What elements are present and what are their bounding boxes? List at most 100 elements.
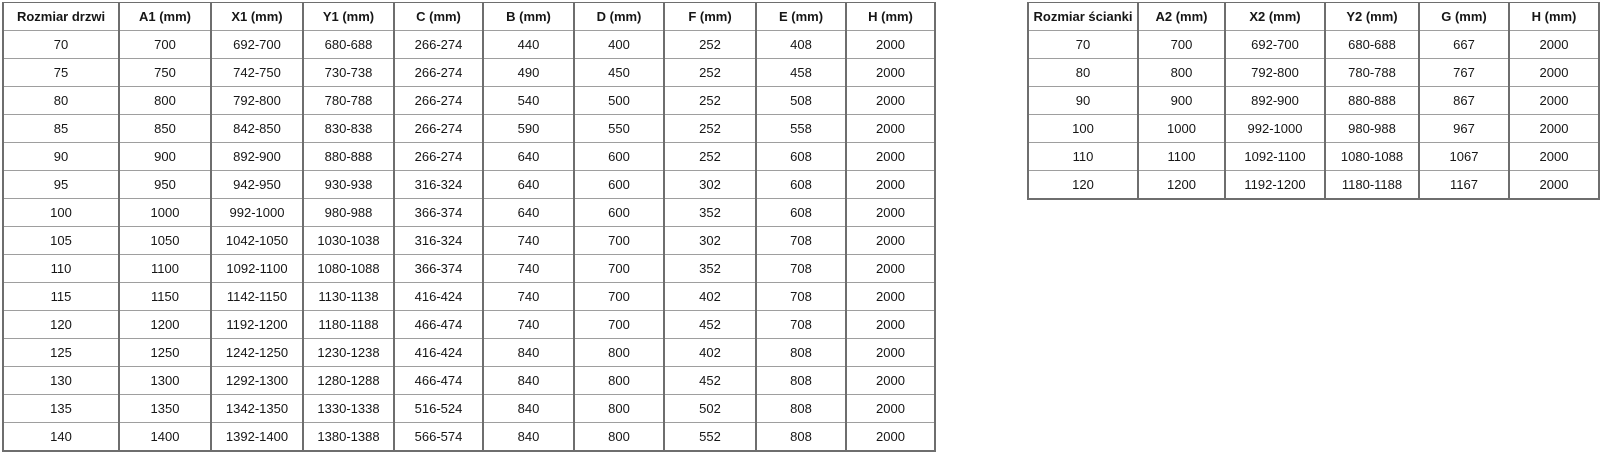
column-header: C (mm) <box>393 2 483 31</box>
wall-size-table: Rozmiar ścianki A2 (mm) X2 (mm) Y2 (mm) G (m… <box>1027 2 1600 200</box>
table-cell: 980-988 <box>302 198 394 227</box>
wall-size-table-header: Rozmiar ścianki A2 (mm) X2 (mm) Y2 (mm) G (m… <box>1027 2 1599 31</box>
table-row: 100 1000 992-1000 980-988 366-374 640 600 352 60… <box>2 198 935 227</box>
table-cell: 780-788 <box>1324 58 1419 87</box>
table-cell: 80 <box>2 86 119 115</box>
table-row: 70 700 692-700 680-688 266-274 440 400 252 408 20… <box>2 30 935 59</box>
table-cell: 2000 <box>845 58 935 87</box>
table-cell: 608 <box>755 170 846 199</box>
table-cell: 2000 <box>845 86 935 115</box>
table-cell: 708 <box>755 226 846 255</box>
table-cell: 840 <box>482 422 574 451</box>
table-cell: 840 <box>482 366 574 395</box>
table-cell: 366-374 <box>393 254 483 283</box>
table-cell: 566-574 <box>393 422 483 451</box>
table-cell: 1000 <box>118 198 211 227</box>
table-cell: 967 <box>1418 114 1509 143</box>
table-cell: 2000 <box>1508 30 1599 59</box>
table-cell: 1380-1388 <box>302 422 394 451</box>
table-cell: 450 <box>573 58 664 87</box>
table-row: 95 950 942-950 930-938 316-324 640 600 302 608 20… <box>2 170 935 199</box>
table-cell: 1042-1050 <box>210 226 303 255</box>
table-cell: 1030-1038 <box>302 226 394 255</box>
table-cell: 792-800 <box>210 86 303 115</box>
table-cell: 600 <box>573 170 664 199</box>
table-cell: 2000 <box>845 394 935 423</box>
table-cell: 540 <box>482 86 574 115</box>
table-row: 120 1200 1192-1200 1180-1188 466-474 740 700 45… <box>2 310 935 339</box>
table-cell: 105 <box>2 226 119 255</box>
table-cell: 700 <box>573 226 664 255</box>
table-row: 115 1150 1142-1150 1130-1138 416-424 740 700 40… <box>2 282 935 311</box>
table-cell: 466-474 <box>393 310 483 339</box>
table-cell: 1080-1088 <box>302 254 394 283</box>
table-cell: 252 <box>663 30 756 59</box>
column-header: Y2 (mm) <box>1324 2 1419 31</box>
column-header: H (mm) <box>1508 2 1599 31</box>
table-cell: 452 <box>663 366 756 395</box>
table-cell: 1242-1250 <box>210 338 303 367</box>
table-cell: 2000 <box>845 114 935 143</box>
column-header: H (mm) <box>845 2 935 31</box>
table-cell: 252 <box>663 86 756 115</box>
table-cell: 808 <box>755 338 846 367</box>
table-cell: 70 <box>2 30 119 59</box>
table-cell: 135 <box>2 394 119 423</box>
table-cell: 252 <box>663 142 756 171</box>
table-cell: 700 <box>573 310 664 339</box>
table-cell: 1192-1200 <box>1224 170 1325 199</box>
table-cell: 730-738 <box>302 58 394 87</box>
table-cell: 408 <box>755 30 846 59</box>
door-size-table: Rozmiar drzwi A1 (mm) X1 (mm) Y1 (mm) C (mm)… <box>2 2 936 452</box>
table-row: 105 1050 1042-1050 1030-1038 316-324 740 700 30… <box>2 226 935 255</box>
table-cell: 252 <box>663 114 756 143</box>
table-cell: 110 <box>2 254 119 283</box>
table-cell: 2000 <box>845 282 935 311</box>
table-cell: 880-888 <box>1324 86 1419 115</box>
table-cell: 75 <box>2 58 119 87</box>
table-row: 120 1200 1192-1200 1180-1188 1167 2000 <box>1027 170 1599 199</box>
table-cell: 1200 <box>118 310 211 339</box>
table-cell: 992-1000 <box>1224 114 1325 143</box>
table-cell: 1142-1150 <box>210 282 303 311</box>
table-cell: 1342-1350 <box>210 394 303 423</box>
table-row: 90 900 892-900 880-888 266-274 640 600 252 608 20… <box>2 142 935 171</box>
table-cell: 2000 <box>845 310 935 339</box>
table-cell: 808 <box>755 422 846 451</box>
table-cell: 808 <box>755 366 846 395</box>
table-cell: 700 <box>573 254 664 283</box>
column-header: G (mm) <box>1418 2 1509 31</box>
table-cell: 110 <box>1027 142 1138 171</box>
table-cell: 1280-1288 <box>302 366 394 395</box>
table-cell: 1250 <box>118 338 211 367</box>
table-cell: 2000 <box>845 366 935 395</box>
table-cell: 416-424 <box>393 338 483 367</box>
table-cell: 1300 <box>118 366 211 395</box>
table-cell: 767 <box>1418 58 1509 87</box>
table-cell: 750 <box>118 58 211 87</box>
table-cell: 140 <box>2 422 119 451</box>
table-cell: 266-274 <box>393 58 483 87</box>
column-header: B (mm) <box>482 2 574 31</box>
column-header: Y1 (mm) <box>302 2 394 31</box>
table-cell: 742-750 <box>210 58 303 87</box>
table-cell: 115 <box>2 282 119 311</box>
table-cell: 1180-1188 <box>302 310 394 339</box>
table-cell: 2000 <box>845 30 935 59</box>
table-cell: 740 <box>482 310 574 339</box>
table-cell: 640 <box>482 170 574 199</box>
table-cell: 930-938 <box>302 170 394 199</box>
table-row: 80 800 792-800 780-788 266-274 540 500 252 508 20… <box>2 86 935 115</box>
table-cell: 2000 <box>1508 114 1599 143</box>
table-cell: 352 <box>663 198 756 227</box>
table-cell: 458 <box>755 58 846 87</box>
table-cell: 516-524 <box>393 394 483 423</box>
table-cell: 252 <box>663 58 756 87</box>
table-cell: 1200 <box>1137 170 1225 199</box>
table-cell: 740 <box>482 254 574 283</box>
table-cell: 850 <box>118 114 211 143</box>
table-cell: 708 <box>755 282 846 311</box>
table-cell: 1180-1188 <box>1324 170 1419 199</box>
table-cell: 90 <box>1027 86 1138 115</box>
